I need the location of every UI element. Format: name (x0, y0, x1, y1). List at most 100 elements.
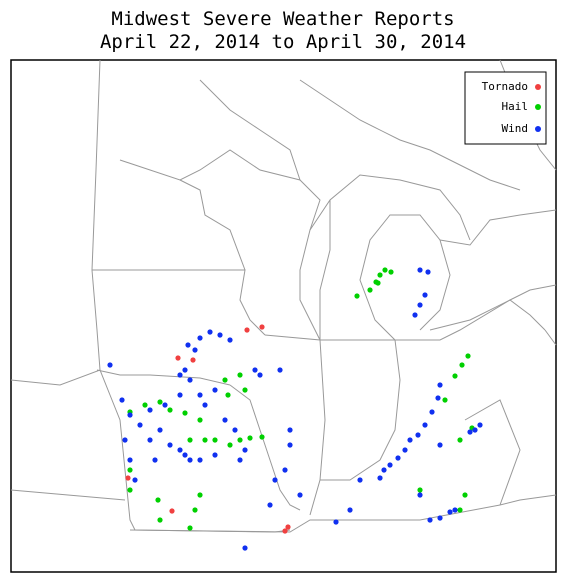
report-dot (192, 347, 198, 353)
report-dot (267, 502, 273, 508)
report-dot (437, 515, 443, 521)
report-dot (244, 327, 250, 333)
report-dot (202, 437, 208, 443)
report-dot (422, 422, 428, 428)
report-dot (177, 392, 183, 398)
report-dot (212, 387, 218, 393)
report-dot (259, 324, 265, 330)
report-dot (242, 447, 248, 453)
report-dot (207, 329, 213, 335)
report-dot (407, 437, 413, 443)
subtitle: April 22, 2014 to April 30, 2014 (100, 31, 466, 53)
report-dot (107, 362, 113, 368)
report-dot (437, 382, 443, 388)
report-dot (225, 392, 231, 398)
report-dot (417, 267, 423, 273)
report-dot (187, 525, 193, 531)
report-dot (237, 372, 243, 378)
report-dot (202, 402, 208, 408)
report-dot (457, 437, 463, 443)
report-dot (167, 442, 173, 448)
report-dot (177, 447, 183, 453)
report-dot (377, 272, 383, 278)
report-dot (212, 437, 218, 443)
report-dot (457, 507, 463, 513)
report-dot (417, 487, 423, 493)
report-dot (452, 373, 458, 379)
report-dot (459, 362, 465, 368)
report-dot (437, 442, 443, 448)
legend-label: Wind (502, 122, 529, 135)
report-dot (152, 457, 158, 463)
report-dot (415, 432, 421, 438)
report-dot (422, 292, 428, 298)
report-dot (137, 422, 143, 428)
report-dot (282, 528, 288, 534)
report-dot (185, 342, 191, 348)
report-dot (442, 397, 448, 403)
report-dot (285, 524, 291, 530)
report-dot (259, 434, 265, 440)
report-dot (157, 399, 163, 405)
report-dot (217, 332, 223, 338)
report-dot (182, 367, 188, 373)
legend-swatch (535, 104, 541, 110)
report-dot (435, 395, 441, 401)
report-dot (142, 402, 148, 408)
report-dot (169, 508, 175, 514)
report-dot (247, 435, 253, 441)
legend-label: Hail (502, 100, 529, 113)
report-dot (197, 417, 203, 423)
report-dot (287, 427, 293, 433)
report-dot (252, 367, 258, 373)
report-dot (429, 409, 435, 415)
report-dot (357, 477, 363, 483)
report-dot (127, 457, 133, 463)
report-dot (242, 387, 248, 393)
report-dot (187, 377, 193, 383)
report-dot (182, 452, 188, 458)
report-dot (157, 427, 163, 433)
report-dot (197, 335, 203, 341)
report-dot (122, 437, 128, 443)
report-dot (412, 312, 418, 318)
report-dot (197, 492, 203, 498)
report-dot (425, 269, 431, 275)
report-dot (333, 519, 339, 525)
legend-swatch (535, 126, 541, 132)
report-dot (157, 517, 163, 523)
report-dot (212, 452, 218, 458)
report-dot (147, 407, 153, 413)
report-dot (177, 372, 183, 378)
report-dot (227, 442, 233, 448)
report-dot (232, 427, 238, 433)
report-dot (462, 492, 468, 498)
report-dot (222, 417, 228, 423)
report-dot (182, 410, 188, 416)
report-dot (190, 357, 196, 363)
legend-label: Tornado (482, 80, 528, 93)
report-dot (287, 442, 293, 448)
report-dot (192, 507, 198, 513)
report-dot (119, 397, 125, 403)
report-dot (467, 429, 473, 435)
report-dot (277, 367, 283, 373)
report-dot (447, 509, 453, 515)
report-dot (427, 517, 433, 523)
report-dot (395, 455, 401, 461)
title: Midwest Severe Weather Reports (111, 8, 454, 30)
map-frame (10, 59, 557, 573)
report-dot (367, 287, 373, 293)
report-dot (187, 437, 193, 443)
report-dot (127, 412, 133, 418)
report-dot (237, 457, 243, 463)
report-dot (472, 427, 478, 433)
report-dot (417, 302, 423, 308)
report-dot (175, 355, 181, 361)
report-dot (297, 492, 303, 498)
boundaries (10, 59, 557, 533)
legend-swatch (535, 84, 541, 90)
report-dot (147, 437, 153, 443)
report-dot (257, 372, 263, 378)
